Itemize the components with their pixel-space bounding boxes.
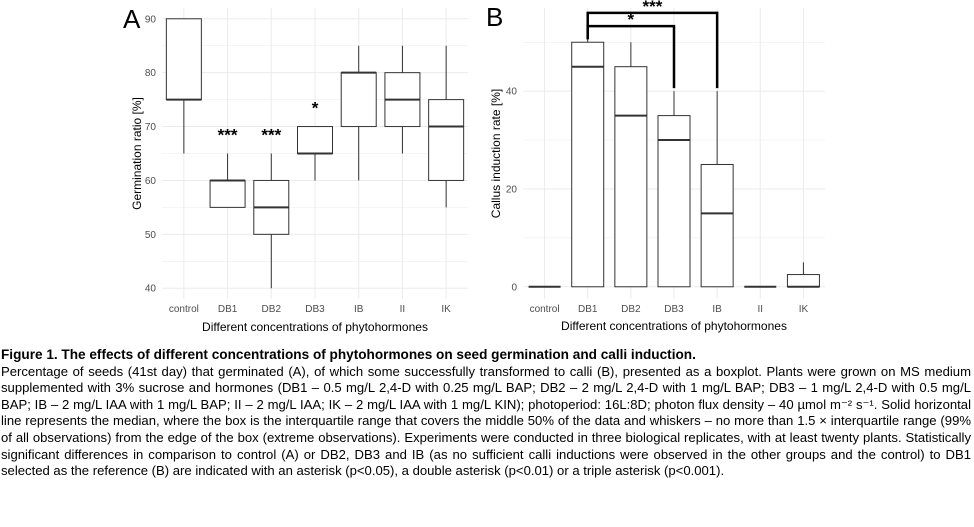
- panel-b: 0 20 40 control DB1 DB2 DB3 IB II IK Different con…: [486, 0, 825, 333]
- box-db2: [614, 42, 648, 288]
- caption-title: Figure 1. The effects of different conce…: [1, 347, 696, 362]
- y-axis-title: Germination ratio [%]: [130, 97, 144, 210]
- y-tick-label: 70: [145, 122, 157, 133]
- y-tick-label: 80: [145, 68, 157, 79]
- bracket-label: *: [628, 10, 635, 29]
- y-tick-label: 40: [506, 87, 518, 98]
- figure-caption: Figure 1. The effects of different conce…: [1, 347, 971, 480]
- caption-body: Percentage of seeds (41st day) that germ…: [1, 363, 971, 479]
- box-ib: [700, 91, 734, 288]
- y-tick-label: 90: [145, 14, 157, 25]
- x-tick-label: DB1: [218, 304, 238, 315]
- box-iqr: [786, 274, 820, 288]
- y-tick-label: 0: [511, 282, 517, 293]
- x-tick-label: IK: [441, 304, 451, 315]
- box-ib: [340, 45, 377, 181]
- box-db3: [657, 91, 691, 288]
- figure-canvas: 40 50 60 70 80 90 control DB1 DB2 DB3 IB II IK Differ…: [123, 0, 825, 334]
- x-tick-label: DB1: [578, 304, 598, 315]
- y-tick-label: 40: [145, 284, 157, 295]
- box-iqr: [428, 99, 465, 181]
- box-db1: [209, 153, 246, 208]
- x-tick-label: DB3: [305, 304, 325, 315]
- x-tick-label: control: [530, 304, 560, 315]
- box-db1: [571, 17, 605, 288]
- x-axis-title: Different concentrations of phytohormone…: [561, 319, 787, 333]
- bracket-label: ***: [642, 0, 662, 16]
- significance-bracket: [586, 11, 719, 89]
- x-tick-label: DB2: [621, 304, 641, 315]
- panel-a: 40 50 60 70 80 90 control DB1 DB2 DB3 IB II IK Differ…: [123, 4, 468, 334]
- x-tick-label: IK: [799, 304, 809, 315]
- box-ik: [786, 262, 820, 288]
- y-tick-label: 20: [506, 184, 518, 195]
- x-axis-title: Different concentrations of phytohormone…: [202, 320, 428, 334]
- y-tick-label: 50: [145, 230, 157, 241]
- x-tick-label: DB3: [664, 304, 684, 315]
- box-iqr: [165, 18, 202, 101]
- significance-label: *: [312, 99, 319, 118]
- x-tick-label: control: [169, 304, 199, 315]
- significance-label: ***: [261, 126, 281, 145]
- box-iqr: [657, 115, 691, 288]
- significance-label: ***: [218, 126, 238, 145]
- box-iqr: [614, 66, 648, 288]
- box-db2: [253, 153, 290, 289]
- x-tick-label: DB2: [262, 304, 282, 315]
- x-tick-label: IB: [712, 304, 722, 315]
- panel-letter: B: [486, 2, 503, 32]
- box-iqr: [209, 179, 246, 208]
- box-ii: [384, 45, 421, 154]
- x-tick-label: II: [758, 304, 764, 315]
- box-iqr: [297, 126, 333, 155]
- box-ik: [428, 45, 465, 208]
- box-iqr: [571, 41, 605, 288]
- panel-letter: A: [123, 4, 141, 34]
- box-db3: [297, 126, 333, 181]
- y-tick-label: 60: [145, 176, 157, 187]
- y-axis-title: Callus induction rate [%]: [489, 89, 503, 218]
- box-iqr: [340, 72, 377, 128]
- x-tick-label: IB: [354, 304, 364, 315]
- box-iqr: [700, 164, 734, 288]
- box-control: [165, 18, 202, 154]
- x-tick-label: II: [400, 304, 406, 315]
